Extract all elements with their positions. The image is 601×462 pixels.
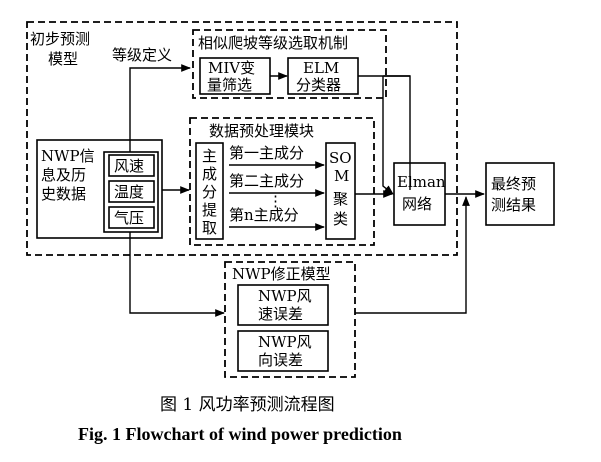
dir-error-label-1: NWP风 <box>258 333 312 351</box>
nwp-info-label-3: 史数据 <box>41 185 86 203</box>
nwp-items-group <box>103 151 159 233</box>
speed-error-label-1: NWP风 <box>258 287 312 305</box>
arrow-correction-to-output <box>355 196 470 314</box>
elman-label-2: 网络 <box>402 195 432 213</box>
pressure-label: 气压 <box>114 209 144 227</box>
initial-model-label-1: 初步预测 <box>30 30 90 48</box>
som-char-1: SO <box>329 149 352 167</box>
dir-error-label-2: 向误差 <box>258 351 303 369</box>
miv-label-2: 量筛选 <box>207 76 252 94</box>
nwp-info-label-1: NWP信 <box>41 147 95 165</box>
pressure-box <box>108 206 155 229</box>
wind-speed-box <box>108 154 155 177</box>
pca-char-1: 主 <box>202 147 217 165</box>
pca-char-5: 取 <box>202 219 217 237</box>
speed-error-label-2: 速误差 <box>258 305 303 323</box>
elm-label-2: 分类器 <box>296 76 341 94</box>
pca-char-2: 成 <box>202 165 217 183</box>
miv-label-1: MIV变 <box>208 59 255 77</box>
som-char-3: 聚 <box>333 190 348 208</box>
wind-direction-error-box <box>237 330 329 372</box>
final-label-2: 测结果 <box>491 196 536 214</box>
nwp-correction-box <box>224 261 356 378</box>
arrow-to-similar-ramp <box>129 64 191 152</box>
som-char-2: M <box>334 167 349 185</box>
preprocessing-box <box>189 117 375 246</box>
pca-char-4: 提 <box>202 201 217 219</box>
nwp-info-label-2: 息及历 <box>41 166 86 184</box>
wind-speed-error-box <box>237 284 329 326</box>
grade-definition-label: 等级定义 <box>112 46 172 64</box>
component-ellipsis: ⋮ <box>268 192 283 210</box>
temperature-box <box>108 180 155 203</box>
similar-ramp-box <box>192 29 387 99</box>
final-result-box <box>485 162 555 226</box>
arrow-elm-to-elman <box>358 75 394 195</box>
pca-char-3: 分 <box>202 183 217 201</box>
component-1-label: 第一主成分 <box>229 144 304 162</box>
wind-speed-label: 风速 <box>114 157 144 175</box>
temperature-label: 温度 <box>114 183 144 201</box>
component-n-label: 第n主成分 <box>229 206 299 224</box>
caption-chinese: 图 1 风功率预测流程图 <box>160 395 335 415</box>
preprocessing-title: 数据预处理模块 <box>209 122 314 140</box>
elm-label-1: ELM <box>303 59 339 77</box>
initial-prediction-model-box <box>26 21 458 256</box>
elman-label-1: Elman <box>397 173 446 191</box>
nwp-info-box <box>36 139 163 239</box>
som-box <box>325 142 356 240</box>
pca-box <box>195 142 224 240</box>
similar-ramp-title: 相似爬坡等级选取机制 <box>198 34 348 52</box>
caption-english: Fig. 1 Flowchart of wind power predictio… <box>78 424 402 444</box>
nwp-correction-title: NWP修正模型 <box>232 265 331 283</box>
component-2-label: 第二主成分 <box>229 172 304 190</box>
initial-model-label-2: 模型 <box>48 50 78 68</box>
final-label-1: 最终预 <box>491 175 536 193</box>
arrow-to-nwp-correction <box>129 232 225 317</box>
som-char-4: 类 <box>333 210 348 228</box>
